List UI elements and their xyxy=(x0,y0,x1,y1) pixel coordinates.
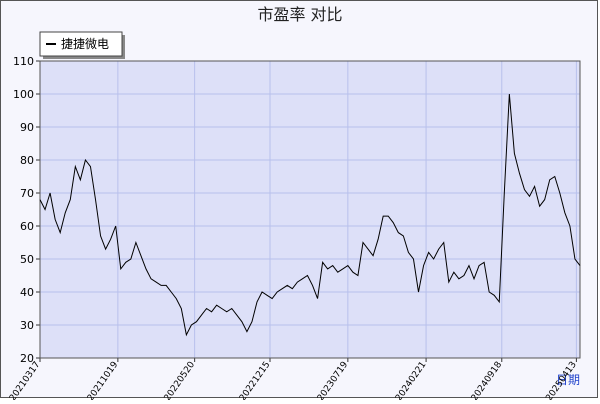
legend-label: 捷捷微电 xyxy=(61,37,109,51)
y-tick-label: 50 xyxy=(20,253,34,266)
y-tick-label: 40 xyxy=(20,286,34,299)
y-tick-label: 70 xyxy=(20,187,34,200)
y-tick-label: 110 xyxy=(13,55,34,68)
y-tick-label: 100 xyxy=(13,88,34,101)
y-tick-label: 60 xyxy=(20,220,34,233)
y-tick-label: 90 xyxy=(20,121,34,134)
x-axis-label: 日期 xyxy=(556,373,580,387)
plot-area xyxy=(40,61,580,358)
series-line xyxy=(39,93,581,337)
plot-border xyxy=(39,60,581,359)
y-tick-label: 20 xyxy=(20,352,34,365)
chart-title: 市盈率 对比 xyxy=(257,5,342,24)
y-tick-label: 80 xyxy=(20,154,34,167)
y-tick-label: 30 xyxy=(20,319,34,332)
